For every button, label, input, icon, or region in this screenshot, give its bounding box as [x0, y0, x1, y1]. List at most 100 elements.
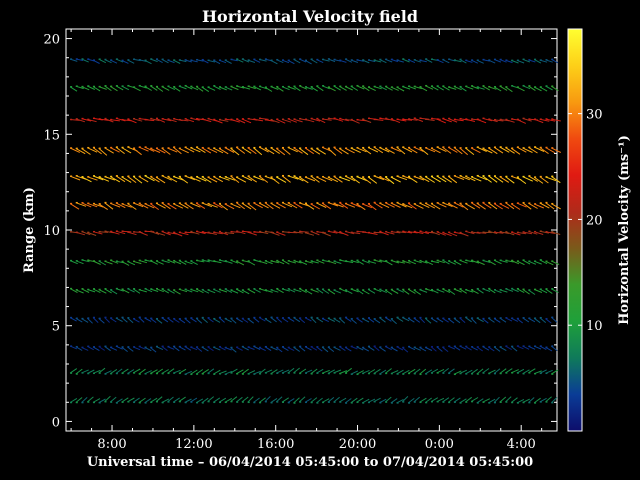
velocity-vector — [310, 397, 318, 403]
velocity-vector — [258, 368, 266, 375]
velocity-vector — [413, 203, 424, 209]
velocity-vector — [384, 147, 395, 154]
velocity-vector — [201, 176, 212, 183]
velocity-vector — [155, 396, 163, 403]
velocity-vector — [373, 202, 383, 209]
velocity-vector — [470, 317, 477, 324]
velocity-vector — [447, 202, 458, 209]
velocity-vector — [138, 397, 146, 404]
velocity-vector — [127, 317, 134, 324]
velocity-vector — [293, 367, 301, 374]
velocity-vector — [384, 202, 395, 208]
velocity-vector — [442, 146, 452, 154]
velocity-vector — [258, 175, 269, 183]
velocity-vector — [413, 368, 421, 375]
velocity-vector — [447, 289, 456, 295]
velocity-vector — [298, 396, 306, 403]
velocity-vector — [155, 176, 166, 184]
velocity-vector — [528, 175, 539, 182]
velocity-vector — [505, 396, 512, 403]
velocity-vector — [482, 202, 492, 209]
velocity-vector — [155, 202, 166, 209]
velocity-vector — [241, 147, 252, 154]
velocity-vector — [499, 176, 510, 183]
velocity-vector — [75, 147, 86, 155]
velocity-vector — [505, 202, 515, 210]
velocity-vector — [138, 368, 146, 375]
velocity-vector — [195, 202, 206, 210]
colorbar-gradient — [567, 28, 583, 432]
velocity-vector — [138, 202, 149, 209]
velocity-vector — [161, 147, 171, 155]
velocity-vector — [149, 347, 157, 353]
velocity-vector — [258, 202, 269, 209]
velocity-vector — [218, 203, 228, 211]
velocity-vector — [75, 397, 83, 403]
y-tick-label: 20 — [43, 33, 60, 48]
velocity-vector — [230, 347, 237, 353]
velocity-vector — [522, 202, 532, 210]
velocity-vector — [241, 175, 253, 181]
velocity-vector — [390, 318, 397, 325]
colorbar: 10 20 30 Horizontal Velocity (ms⁻¹) — [567, 28, 632, 432]
velocity-vector — [550, 397, 558, 404]
velocity-vector — [218, 317, 225, 323]
velocity-vector — [258, 397, 266, 404]
velocity-vector — [207, 396, 215, 402]
velocity-vector — [493, 368, 501, 374]
velocity-vector — [338, 317, 346, 324]
velocity-vector — [419, 176, 430, 183]
velocity-vector — [401, 347, 409, 353]
velocity-vector — [293, 202, 303, 209]
velocity-vector — [264, 202, 274, 210]
velocity-vector — [344, 147, 355, 154]
velocity-vector — [528, 85, 536, 92]
velocity-vector — [510, 346, 518, 352]
velocity-vector — [230, 147, 240, 156]
velocity-vector — [493, 396, 500, 403]
velocity-vector — [430, 147, 441, 154]
velocity-vector — [379, 317, 386, 323]
velocity-vector — [505, 176, 515, 184]
velocity-vector — [104, 85, 112, 92]
velocity-vector — [167, 203, 177, 210]
velocity-vector — [539, 202, 550, 209]
velocity-vector — [298, 346, 306, 352]
velocity-vector — [424, 317, 432, 324]
velocity-vector — [321, 202, 332, 210]
velocity-vector — [327, 176, 339, 183]
velocity-vector — [310, 175, 320, 183]
velocity-vector — [539, 147, 549, 155]
colorbar-tick-label: 20 — [586, 213, 603, 228]
velocity-vector — [316, 147, 326, 155]
velocity-vector — [545, 202, 555, 210]
velocity-vector — [293, 147, 303, 154]
velocity-vector — [172, 146, 182, 155]
velocity-vector — [293, 175, 304, 182]
velocity-vector — [488, 175, 498, 183]
velocity-vector — [430, 203, 441, 210]
velocity-vector — [86, 317, 93, 324]
velocity-vector — [533, 176, 544, 184]
velocity-vector — [92, 317, 99, 323]
y-axis-ticks: 0 5 10 15 20 — [43, 33, 557, 430]
velocity-vector — [213, 202, 223, 209]
velocity-vector — [316, 202, 327, 208]
velocity-vector — [516, 176, 527, 185]
velocity-vector — [310, 317, 317, 324]
velocity-vector — [453, 147, 463, 155]
velocity-vector — [488, 202, 498, 210]
velocity-vector — [510, 397, 518, 403]
velocity-vector — [316, 176, 327, 183]
velocity-vector — [482, 318, 489, 324]
y-axis-label: Range (km) — [22, 187, 37, 273]
chart-title: Horizontal Velocity field — [202, 7, 418, 26]
velocity-vector — [465, 175, 476, 182]
velocity-vector — [178, 202, 189, 209]
velocity-vector — [184, 146, 195, 153]
velocity-vector — [505, 147, 515, 154]
velocity-vector — [69, 203, 80, 210]
velocity-vector — [499, 368, 507, 374]
velocity-vector — [551, 175, 561, 184]
